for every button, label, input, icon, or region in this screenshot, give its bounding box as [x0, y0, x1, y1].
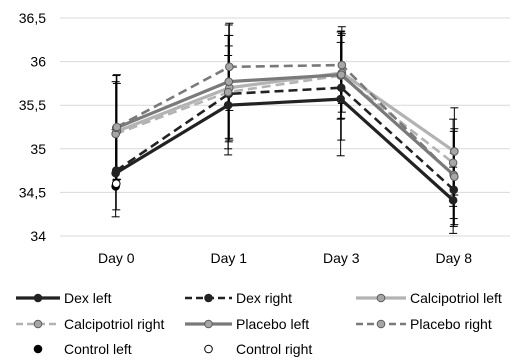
x-tick-label: Day 1	[210, 250, 247, 266]
legend-swatch-marker	[33, 293, 43, 303]
legend-swatch-marker	[33, 319, 43, 329]
x-tick-label: Day 3	[323, 250, 360, 266]
series-line	[115, 74, 454, 164]
series-line	[116, 63, 456, 178]
y-tick-label: 34,5	[19, 184, 46, 200]
legend-item: Calcipotriol right	[16, 316, 164, 332]
legend-item: Dex left	[16, 290, 112, 306]
y-tick-label: 35	[30, 141, 46, 157]
data-point	[448, 158, 458, 168]
legend-swatch-marker	[376, 319, 386, 329]
legend-item: Dex right	[185, 290, 292, 306]
data-point	[223, 100, 233, 110]
series-lines	[114, 63, 456, 202]
legend-label: Control left	[64, 341, 132, 357]
legend: Dex left Dex right Calcipotriol left Calcip…	[16, 290, 502, 357]
data-point	[450, 172, 459, 182]
data-point	[111, 166, 121, 175]
legend-swatch-marker	[204, 344, 213, 354]
y-tick-label: 36,5	[19, 10, 46, 26]
legend-swatch-marker	[204, 293, 213, 303]
data-point	[111, 179, 121, 188]
data-point	[112, 122, 122, 132]
y-axis-tick-labels: 34 34,5 35 35,5 36 36,5	[19, 10, 46, 244]
legend-item: Control right	[204, 341, 312, 357]
legend-swatch-marker	[204, 319, 213, 329]
legend-label: Dex left	[64, 290, 112, 306]
series-line	[115, 86, 455, 191]
legend-label: Control right	[236, 341, 312, 357]
legend-swatch-marker	[33, 344, 43, 354]
series-line	[116, 71, 456, 153]
legend-item: Calcipotriol left	[356, 290, 502, 306]
series-line	[114, 97, 455, 202]
legend-label: Calcipotriol right	[64, 316, 164, 332]
legend-swatch-marker	[376, 293, 386, 303]
legend-label: Placebo right	[410, 316, 492, 332]
legend-label: Calcipotriol left	[410, 290, 502, 306]
data-point	[449, 185, 459, 195]
data-point	[336, 83, 346, 93]
x-axis-tick-labels: Day 0 Day 1 Day 3 Day 8	[98, 250, 472, 266]
x-tick-label: Day 8	[435, 250, 472, 266]
series-markers	[111, 60, 459, 205]
data-point	[336, 94, 345, 104]
legend-item: Placebo left	[185, 316, 309, 332]
data-point	[223, 87, 233, 97]
data-point	[336, 70, 346, 79]
y-tick-label: 34	[30, 228, 46, 244]
data-point	[224, 77, 234, 86]
data-point	[337, 60, 347, 70]
legend-item: Placebo right	[356, 316, 492, 332]
gridlines	[60, 17, 510, 237]
x-tick-label: Day 0	[98, 250, 135, 266]
data-point	[448, 195, 458, 205]
data-point	[225, 62, 234, 72]
legend-label: Placebo left	[236, 316, 309, 332]
legend-label: Dex right	[236, 290, 292, 306]
y-tick-label: 35,5	[19, 97, 46, 113]
legend-item: Control left	[33, 341, 132, 357]
y-tick-label: 36	[30, 54, 46, 70]
data-point	[450, 147, 459, 156]
series-line	[115, 73, 455, 177]
